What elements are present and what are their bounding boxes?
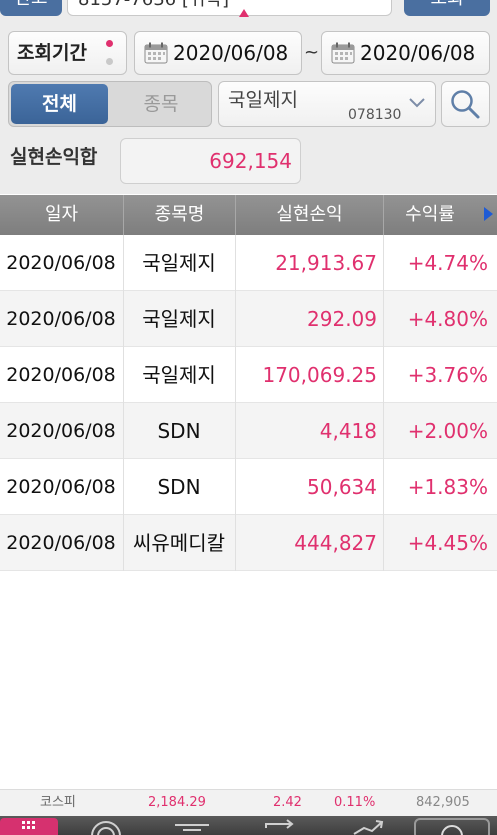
- cell-rate: +4.45%: [407, 531, 488, 555]
- cell-name: 국일제지: [142, 251, 216, 275]
- transfer-icon[interactable]: [262, 818, 298, 835]
- table-row[interactable]: 2020/06/08 SDN 50,634 +1.83%: [0, 459, 497, 515]
- date-from-picker[interactable]: 2020/06/08: [134, 31, 302, 75]
- period-indicator-dot: [106, 58, 113, 65]
- cell-date: 2020/06/08: [6, 364, 116, 386]
- ticker-change-pct: 0.11%: [334, 795, 376, 810]
- cell-name: SDN: [157, 475, 201, 499]
- date-to-text: 2020/06/08: [360, 41, 476, 65]
- cell-date: 2020/06/08: [6, 252, 116, 274]
- cell-name: 씨유메디칼: [133, 531, 225, 555]
- cell-date: 2020/06/08: [6, 476, 116, 498]
- cell-rate: +4.74%: [407, 251, 488, 275]
- calendar-icon: [144, 42, 168, 64]
- table-row[interactable]: 2020/06/08 국일제지 170,069.25 +3.76%: [0, 347, 497, 403]
- table-row[interactable]: 2020/06/08 국일제지 292.09 +4.80%: [0, 291, 497, 347]
- column-header-date[interactable]: 일자: [44, 204, 79, 225]
- menu-grid-icon: [22, 821, 35, 829]
- cell-pl: 444,827: [294, 531, 377, 555]
- cell-rate: +4.80%: [407, 307, 488, 331]
- cell-rate: +1.83%: [407, 475, 488, 499]
- profile-button[interactable]: [414, 818, 490, 835]
- cell-pl: 170,069.25: [262, 363, 377, 387]
- cell-pl: 292.09: [307, 307, 377, 331]
- date-separator: ~: [303, 42, 320, 63]
- stock-name: 국일제지: [228, 89, 298, 111]
- cell-date: 2020/06/08: [6, 308, 116, 330]
- balance-button[interactable]: 잔고: [0, 0, 62, 16]
- index-ticker[interactable]: 코스피 2,184.29 2.42 0.11% 842,905: [0, 789, 497, 816]
- cell-date: 2020/06/08: [6, 532, 116, 554]
- cell-name: SDN: [157, 419, 201, 443]
- date-from-text: 2020/06/08: [173, 41, 289, 65]
- stock-selector[interactable]: [218, 81, 436, 127]
- period-indicator-dot: [106, 40, 113, 47]
- calendar-icon: [331, 42, 355, 64]
- ticker-volume: 842,905: [416, 795, 470, 810]
- period-label[interactable]: 조회기간: [8, 31, 127, 75]
- cell-name: 국일제지: [142, 307, 216, 331]
- ticker-index-value: 2,184.29: [148, 795, 206, 810]
- ticker-index-name: 코스피: [40, 795, 76, 810]
- chevron-down-icon[interactable]: [408, 96, 426, 110]
- query-button[interactable]: 조회: [404, 0, 490, 16]
- home-icon[interactable]: [88, 818, 124, 835]
- scroll-right-arrow-icon[interactable]: [484, 207, 493, 221]
- table-row[interactable]: 2020/06/08 SDN 4,418 +2.00%: [0, 403, 497, 459]
- realized-pl-label: 실현손익합: [10, 146, 98, 168]
- cell-date: 2020/06/08: [6, 420, 116, 442]
- realized-pl-value: 692,154: [209, 149, 292, 173]
- cell-rate: +2.00%: [407, 419, 488, 443]
- tab-stock[interactable]: 종목: [143, 93, 179, 115]
- table-row[interactable]: 2020/06/08 국일제지 21,913.67 +4.74%: [0, 235, 497, 291]
- list-icon[interactable]: [173, 818, 211, 835]
- chart-icon[interactable]: [350, 818, 386, 835]
- column-header-name[interactable]: 종목명: [154, 204, 205, 225]
- ticker-change: 2.42: [273, 795, 302, 810]
- cell-rate: +3.76%: [407, 363, 488, 387]
- search-button[interactable]: [441, 81, 490, 127]
- column-header-pl[interactable]: 실현손익: [276, 204, 343, 225]
- cell-pl: 4,418: [319, 419, 377, 443]
- date-to-picker[interactable]: 2020/06/08: [321, 31, 490, 75]
- up-triangle-icon: [239, 9, 249, 17]
- realized-pl-box: [120, 138, 301, 184]
- table-row[interactable]: 2020/06/08 씨유메디칼 444,827 +4.45%: [0, 515, 497, 571]
- menu-grid-button[interactable]: [0, 818, 58, 835]
- cell-name: 국일제지: [142, 363, 216, 387]
- table-header: 일자 종목명 실현손익 수익률: [0, 195, 497, 235]
- cell-pl: 50,634: [307, 475, 377, 499]
- cell-pl: 21,913.67: [275, 251, 377, 275]
- tab-all[interactable]: 전체: [11, 84, 108, 124]
- account-selector[interactable]: 8157-7636 [위탁]: [67, 0, 392, 16]
- search-icon: [451, 90, 480, 119]
- stock-code: 078130: [348, 107, 402, 123]
- column-header-rate[interactable]: 수익률: [405, 204, 455, 225]
